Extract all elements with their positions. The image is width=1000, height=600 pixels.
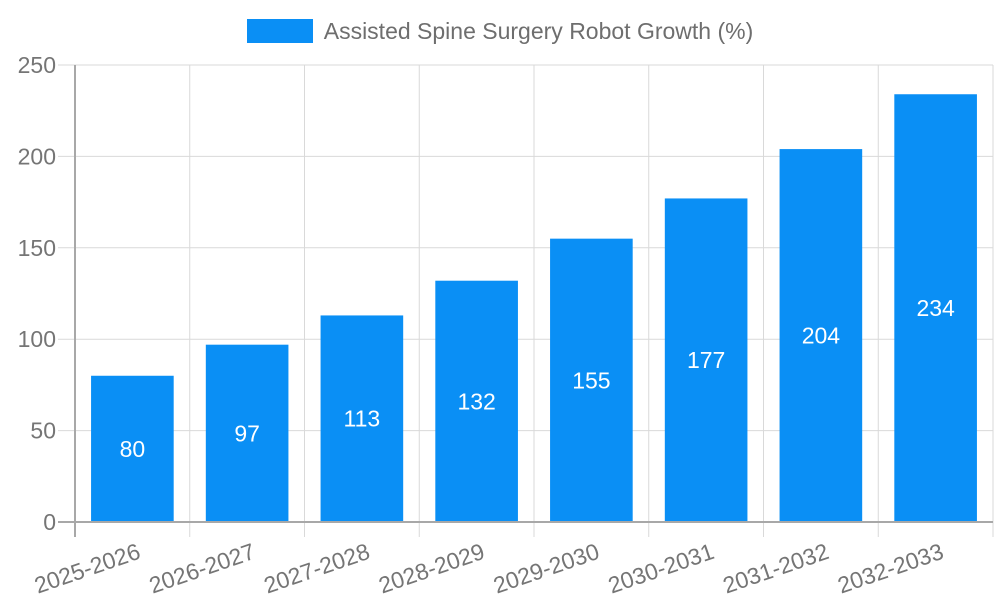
y-tick-label: 50 xyxy=(30,418,56,444)
bar-2030-2031[interactable] xyxy=(664,198,748,521)
x-tick-label: 2031-2032 xyxy=(719,538,831,598)
bar-2029-2030[interactable] xyxy=(550,238,633,521)
bar-2028-2029[interactable] xyxy=(435,280,518,521)
y-tick-label: 250 xyxy=(18,52,56,78)
legend-swatch xyxy=(246,19,313,43)
bar-value-label: 234 xyxy=(916,295,955,321)
y-tick-label: 0 xyxy=(43,509,56,535)
bar-value-label: 155 xyxy=(572,367,610,393)
bar-2025-2026[interactable] xyxy=(91,375,174,521)
x-tick-label: 2026-2027 xyxy=(146,538,258,598)
y-tick-label: 100 xyxy=(18,326,56,352)
bar-value-label: 113 xyxy=(344,406,381,432)
bar-value-label: 132 xyxy=(457,388,495,414)
bar-2031-2032[interactable] xyxy=(779,149,863,521)
x-tick-label: 2028-2029 xyxy=(375,538,487,598)
x-tick-label: 2027-2028 xyxy=(260,538,372,598)
bar-value-label: 204 xyxy=(802,323,841,349)
x-tick-label: 2029-2030 xyxy=(490,538,602,598)
bar-2027-2028[interactable] xyxy=(320,315,404,521)
bar-value-label: 97 xyxy=(234,420,260,446)
y-tick-label: 200 xyxy=(18,143,56,169)
bar-2026-2027[interactable] xyxy=(205,344,289,521)
x-tick-label: 2030-2031 xyxy=(605,538,717,598)
y-tick-label: 150 xyxy=(18,235,56,261)
bar-value-label: 80 xyxy=(120,436,146,462)
bar-2032-2033[interactable] xyxy=(894,94,977,522)
x-tick-label: 2032-2033 xyxy=(834,538,946,598)
bar-value-label: 177 xyxy=(687,347,725,373)
x-tick-label: 2025-2026 xyxy=(31,538,143,598)
legend[interactable]: Assisted Spine Surgery Robot Growth (%) xyxy=(0,17,1000,45)
legend-label: Assisted Spine Surgery Robot Growth (%) xyxy=(323,17,754,44)
